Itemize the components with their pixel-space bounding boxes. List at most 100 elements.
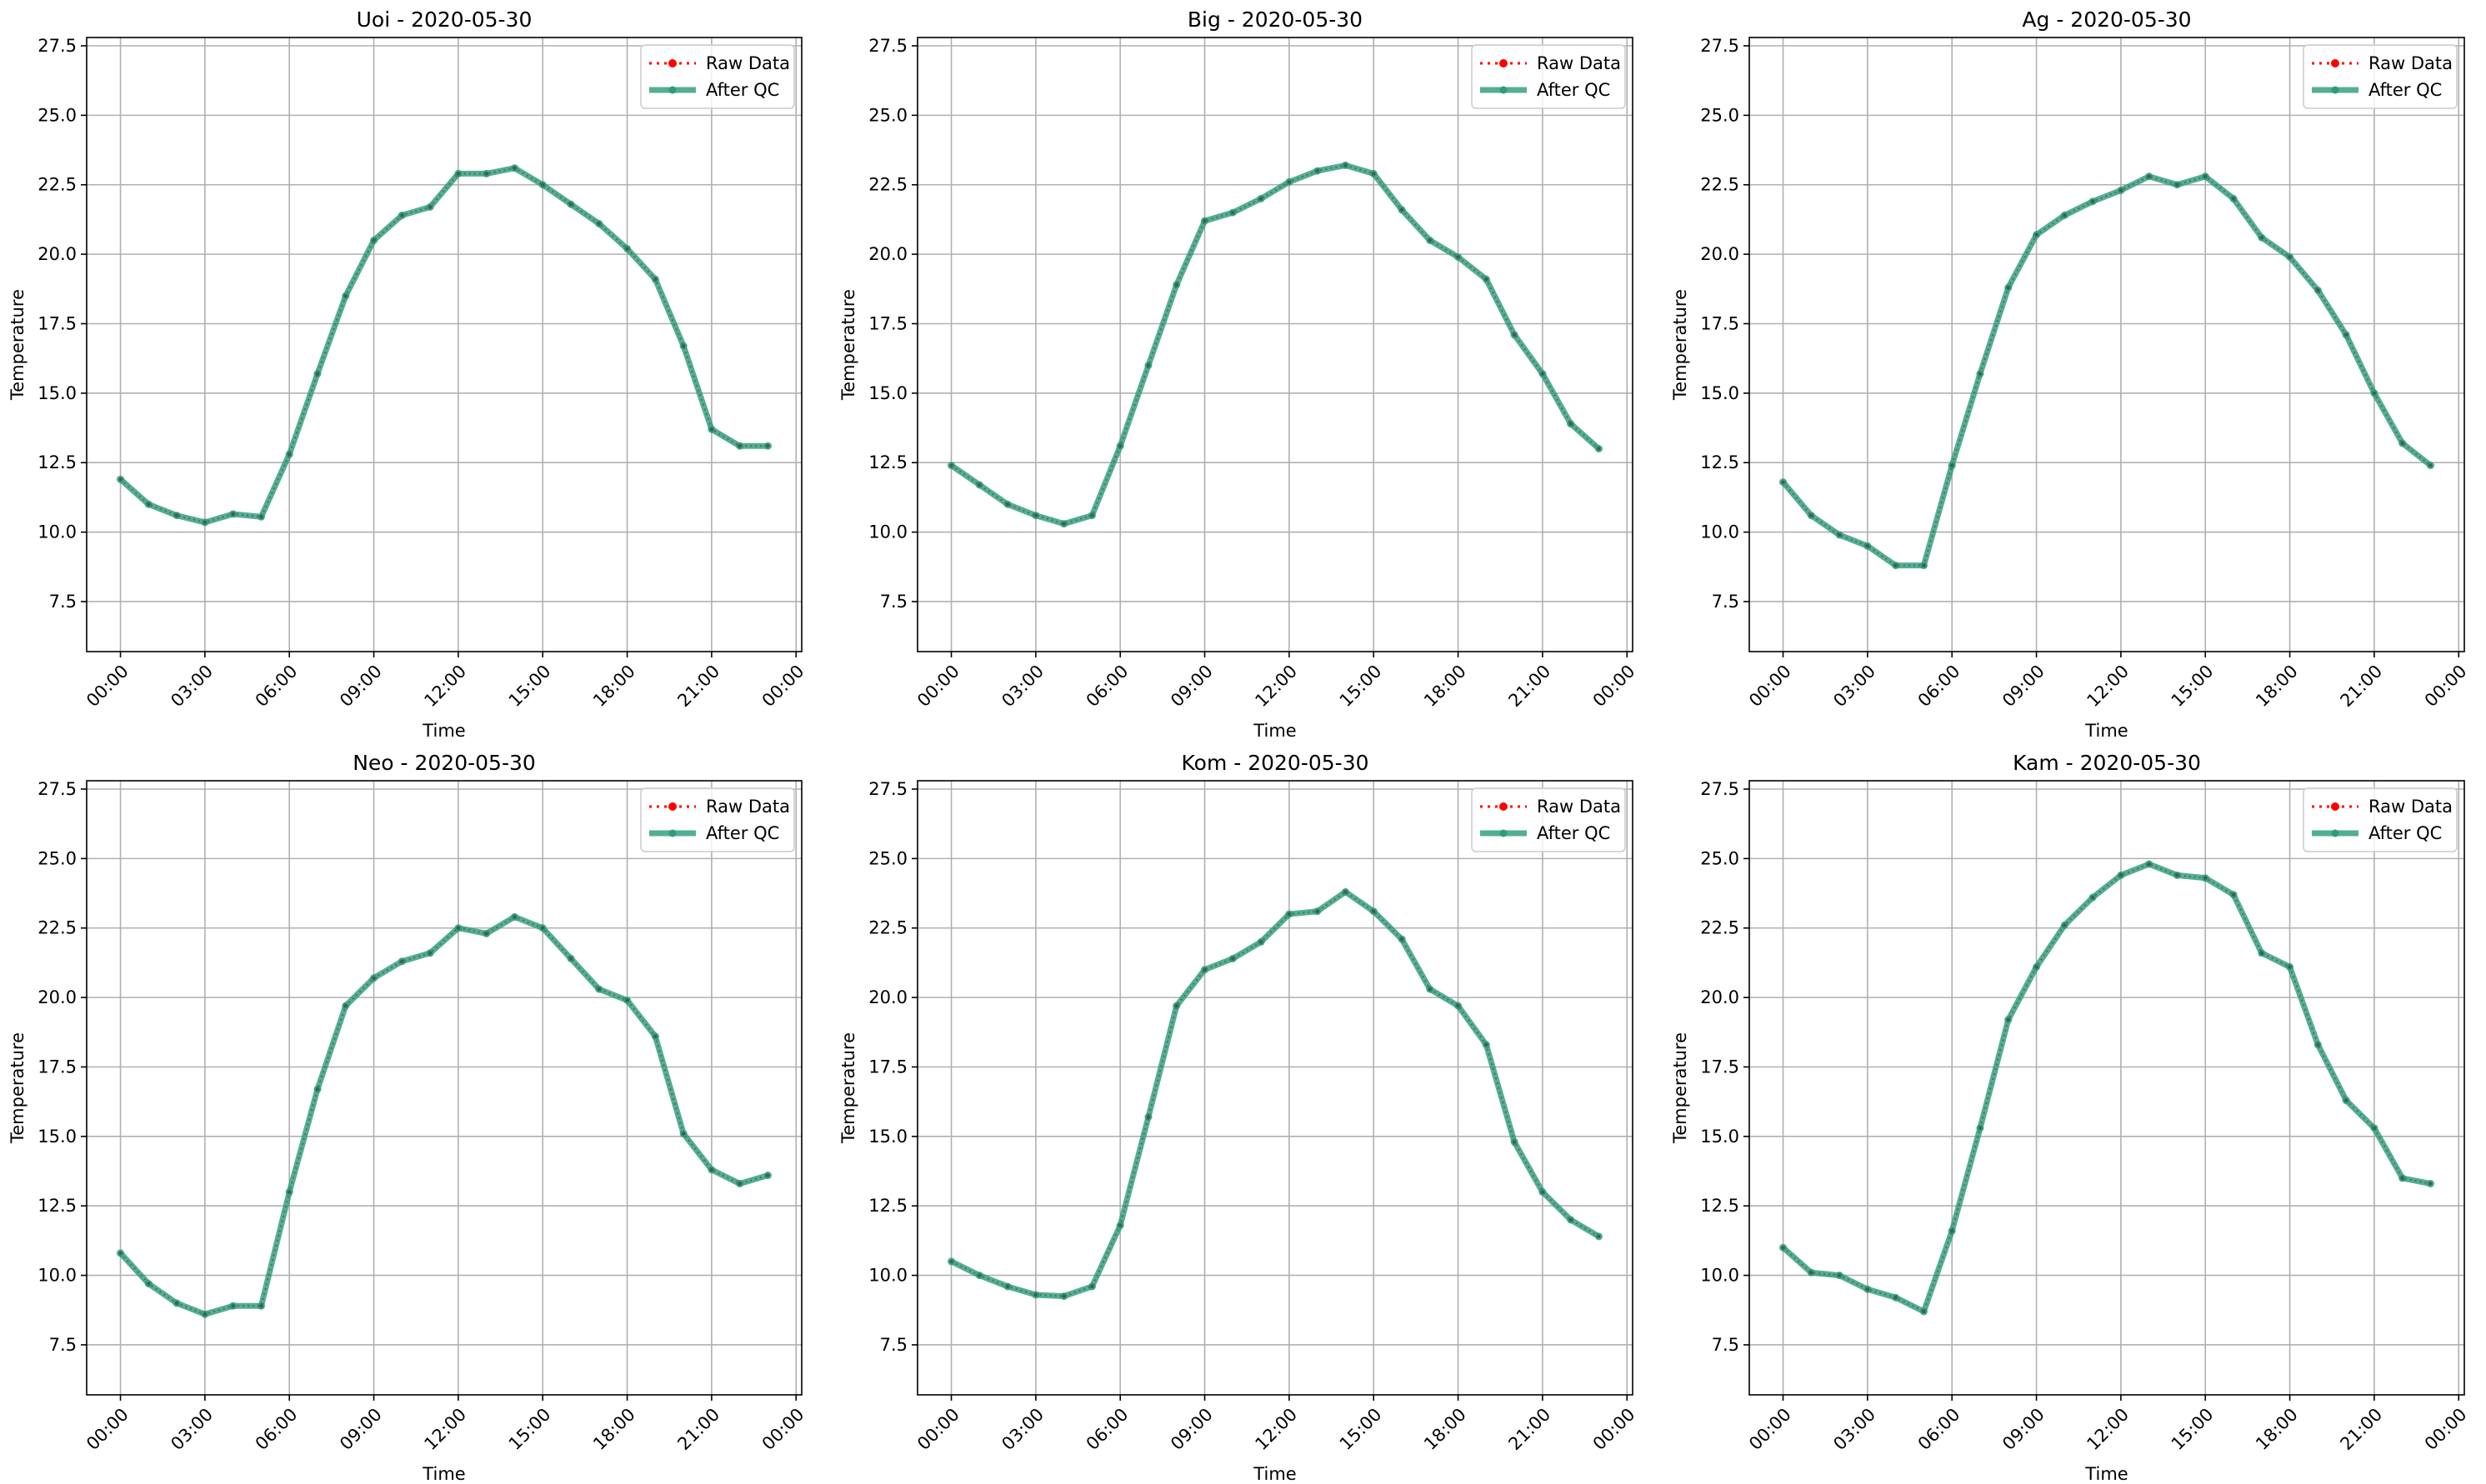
y-tick-label: 22.5 [868,175,908,195]
data-point-raw-data [1950,463,1954,467]
data-point-raw-data [2428,1182,2433,1186]
legend-label-raw-data: Raw Data [1537,797,1621,817]
y-tick-label: 15.0 [1700,1127,1739,1147]
x-tick-label: 21:00 [673,661,723,711]
series-line-after-qc [118,913,769,1317]
data-point-raw-data [1456,1003,1460,1008]
x-tick-label: 06:00 [1914,1404,1964,1454]
data-point-raw-data [1287,912,1292,917]
data-point-raw-data [372,238,376,242]
x-tick-label: 18:00 [1420,661,1470,711]
x-tick-label: 12:00 [2083,1404,2133,1454]
data-point-raw-data [568,202,573,207]
data-point-raw-data [653,277,658,282]
data-point-raw-data [428,205,433,209]
data-point-raw-data [541,182,545,187]
data-point-raw-data [1118,444,1123,448]
data-point-raw-data [2231,892,2236,897]
data-point-raw-data [2372,1126,2377,1131]
legend-marker-after-qc [1499,86,1508,94]
series-line-raw-data [1782,175,2432,567]
series-line-raw-data [951,891,1600,1297]
data-point-raw-data [1258,940,1263,944]
y-tick-label: 22.5 [38,175,77,195]
x-tick-label: 03:00 [998,661,1048,711]
y-tick-label: 20.0 [868,987,908,1007]
y-tick-label: 10.0 [868,522,908,542]
data-point-raw-data [513,166,517,170]
data-point-raw-data [259,515,263,519]
data-point-raw-data [343,1003,348,1008]
y-tick-label: 12.5 [1700,1196,1739,1216]
y-tick-label: 12.5 [1700,452,1739,472]
data-point-raw-data [1837,532,1842,537]
data-point-raw-data [372,976,376,980]
y-tick-label: 15.0 [38,1127,77,1147]
x-tick-label: 00:00 [758,1404,808,1454]
y-tick-label: 20.0 [1700,244,1739,264]
data-point-raw-data [1146,363,1151,367]
data-point-raw-data [2147,862,2151,867]
y-tick-label: 7.5 [880,1335,908,1355]
y-tick-label: 20.0 [38,987,77,1007]
y-tick-label: 22.5 [1700,918,1739,938]
data-point-raw-data [625,998,629,1002]
y-tick-label: 17.5 [868,313,908,333]
x-tick-label: 09:00 [1998,1404,2048,1454]
data-point-raw-data [1174,282,1178,287]
y-axis-label: Temperature [838,289,858,401]
data-point-raw-data [174,1301,179,1306]
y-tick-label: 27.5 [868,779,908,799]
x-tick-label: 06:00 [1914,661,1964,711]
legend-label-raw-data: Raw Data [2368,53,2453,73]
data-point-raw-data [484,172,488,176]
x-tick-label: 21:00 [1504,661,1554,711]
data-point-raw-data [1231,957,1235,961]
chart-title: Neo - 2020-05-30 [353,751,536,775]
data-point-raw-data [1258,197,1263,201]
series-line-raw-data [119,916,768,1316]
data-point-raw-data [315,372,320,376]
legend-label-after-qc: After QC [706,80,779,100]
data-point-raw-data [2372,391,2377,396]
chart-panel: Kam - 2020-05-30 00:00 03:00 06:00 09:00 12:0… [1670,751,2471,1484]
data-point-raw-data [203,520,208,525]
data-point-raw-data [2400,441,2404,446]
data-point-raw-data [231,512,235,517]
data-point-raw-data [1597,447,1601,451]
y-tick-label: 25.0 [1700,105,1739,125]
axes-frame [917,780,1633,1396]
x-tick-label: 18:00 [1420,1404,1470,1454]
data-point-raw-data [681,1132,686,1136]
y-tick-label: 7.5 [1712,592,1739,612]
data-point-raw-data [1399,207,1404,212]
data-point-raw-data [2147,174,2151,178]
legend: Raw Data After QC [640,44,795,109]
chart-panel: Neo - 2020-05-30 00:00 03:00 06:00 09:00 12:0… [8,751,808,1484]
data-point-raw-data [1203,967,1207,972]
series-line-after-qc [949,162,1601,527]
y-axis-label: Temperature [8,289,28,401]
data-point-raw-data [738,1182,742,1186]
data-point-raw-data [1978,1126,1983,1131]
data-point-raw-data [231,1304,235,1308]
x-tick-label: 18:00 [2252,661,2302,711]
data-point-raw-data [949,463,953,467]
y-tick-label: 15.0 [38,383,77,403]
data-point-raw-data [2203,174,2208,178]
data-point-raw-data [1090,1284,1094,1289]
y-tick-label: 17.5 [868,1057,908,1077]
legend: Raw Data After QC [1471,44,1626,109]
y-tick-label: 25.0 [38,848,77,868]
data-point-raw-data [1456,255,1460,259]
y-tick-label: 15.0 [868,383,908,403]
x-tick-label: 09:00 [336,661,386,711]
chart-title: Ag - 2020-05-30 [2022,7,2191,32]
data-point-raw-data [653,1034,658,1039]
legend: Raw Data After QC [1471,787,1626,852]
x-tick-label: 00:00 [2421,661,2471,711]
data-point-raw-data [568,957,573,961]
x-tick-label: 00:00 [1745,1404,1795,1454]
data-point-raw-data [1315,168,1319,173]
